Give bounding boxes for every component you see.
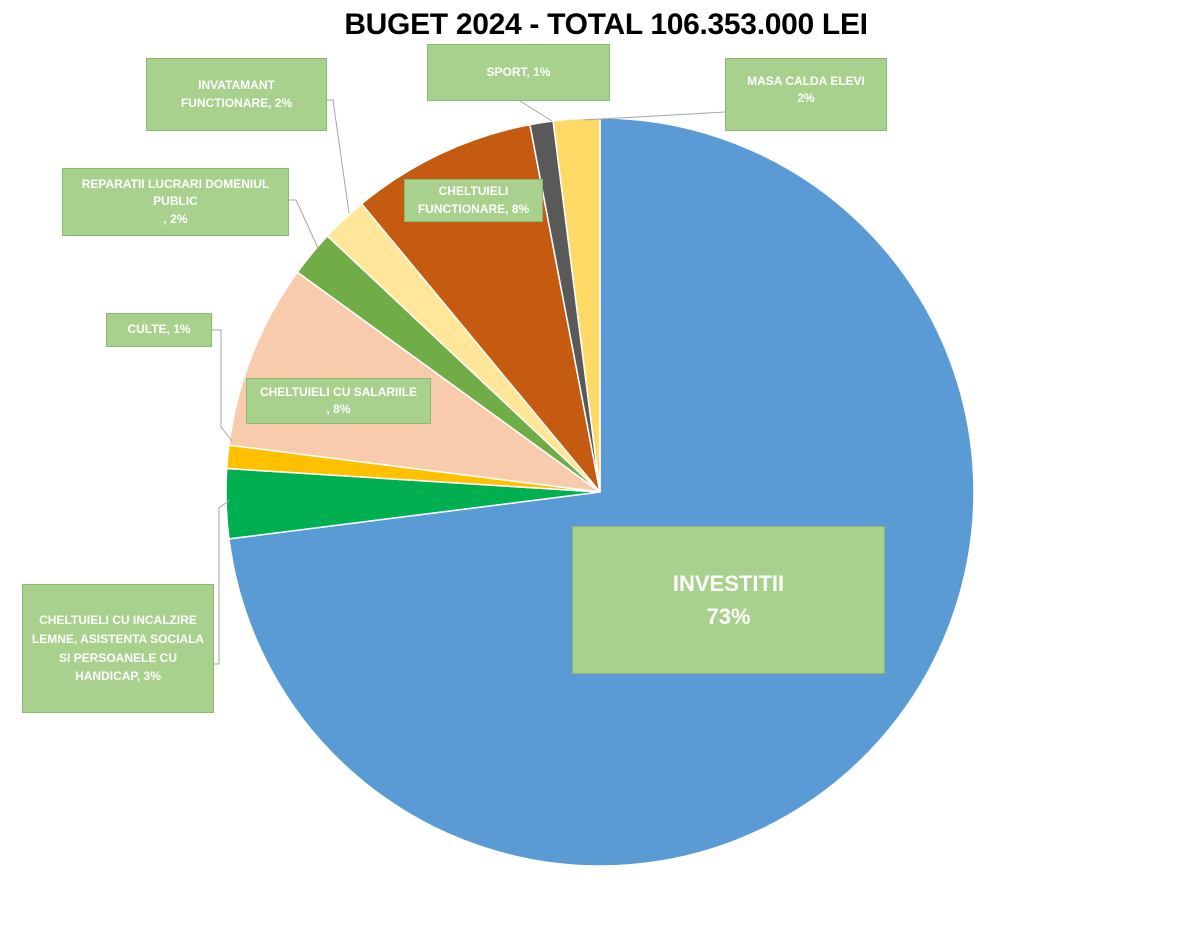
leader-line-reparatii: [289, 199, 319, 249]
slice-label-functionare: CHELTUIELI FUNCTIONARE, 8%: [404, 179, 543, 222]
leader-line-incalzire: [214, 499, 231, 665]
slice-label-invatamant: INVATAMANT FUNCTIONARE, 2%: [146, 58, 327, 131]
leader-line-culte: [212, 329, 233, 442]
leader-line-invatamant: [327, 99, 350, 214]
leader-line-masa: [582, 111, 726, 121]
pie-slice-masa: [552, 117, 601, 493]
slice-label-salarii: CHELTUIELI CU SALARIILE , 8%: [246, 378, 431, 424]
slice-label-sport: SPORT, 1%: [427, 44, 610, 101]
slice-label-incalzire: CHELTUIELI CU INCALZIRE LEMNE, ASISTENTA…: [22, 584, 214, 713]
leader-line-sport: [519, 100, 553, 122]
slice-label-masa: MASA CALDA ELEVI 2%: [725, 58, 887, 131]
slice-label-investitii: INVESTITII 73%: [572, 526, 885, 674]
pie-slice-investitii: [228, 117, 975, 867]
slice-label-reparatii: REPARATII LUCRARI DOMENIUL PUBLIC , 2%: [62, 168, 289, 236]
chart-title: BUGET 2024 - TOTAL 106.353.000 LEI: [344, 8, 868, 41]
slice-label-culte: CULTE, 1%: [106, 313, 212, 347]
